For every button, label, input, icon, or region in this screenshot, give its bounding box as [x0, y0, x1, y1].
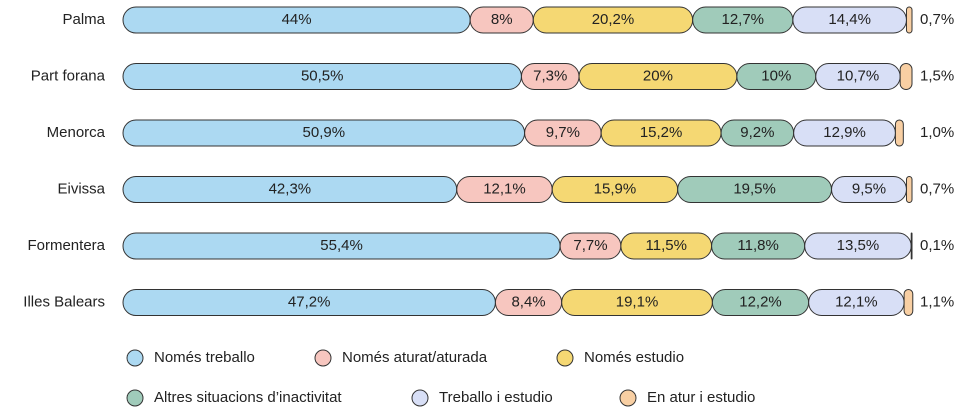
legend-label: Només aturat/aturada [342, 349, 488, 366]
category-label: Palma [62, 11, 105, 28]
value-label: 47,2% [288, 293, 331, 310]
value-label: 8% [491, 11, 513, 28]
category-label: Illes Balears [23, 293, 105, 310]
value-label: 11,8% [737, 237, 778, 254]
legend-swatch [619, 389, 637, 407]
value-label: 20,2% [592, 11, 635, 28]
bar-segment [905, 176, 913, 203]
value-label: 55,4% [320, 237, 363, 254]
value-label: 11,5% [646, 237, 687, 254]
legend-label: Només estudio [584, 349, 684, 366]
value-label: 12,7% [721, 11, 764, 28]
category-label: Menorca [47, 124, 106, 141]
value-label: 9,7% [546, 124, 580, 141]
legend-swatch [126, 349, 144, 367]
legend-label: En atur i estudio [647, 389, 755, 406]
bar-segment [899, 63, 913, 90]
value-label: 15,2% [640, 124, 683, 141]
value-label: 42,3% [269, 180, 312, 197]
value-label: 19,5% [733, 180, 776, 197]
value-label: 19,1% [616, 293, 659, 310]
value-label: 12,2% [739, 293, 782, 310]
value-label: 9,5% [852, 180, 886, 197]
category-label: Eivissa [57, 180, 105, 197]
value-label: 10% [761, 67, 791, 84]
legend-swatch [411, 389, 429, 407]
value-label: 1,5% [920, 67, 954, 84]
value-label: 12,9% [823, 124, 866, 141]
value-label: 14,4% [828, 11, 871, 28]
legend-label: Només treballo [154, 349, 255, 366]
category-label: Part forana [31, 67, 106, 84]
value-label: 50,5% [301, 67, 344, 84]
bar-segment [903, 289, 914, 316]
value-label: 7,3% [533, 67, 567, 84]
legend-swatch [556, 349, 574, 367]
value-label: 44% [282, 11, 312, 28]
legend-label: Treballo i estudio [439, 389, 553, 406]
value-label: 7,7% [573, 237, 607, 254]
bar-segment [910, 232, 913, 260]
value-label: 12,1% [835, 293, 878, 310]
value-label: 8,4% [511, 293, 545, 310]
bar-segment [905, 6, 913, 34]
category-label: Formentera [27, 237, 105, 254]
value-label: 50,9% [303, 124, 346, 141]
legend-swatch [314, 349, 332, 367]
value-label: 0,7% [920, 180, 954, 197]
value-label: 1,1% [920, 293, 954, 310]
legend-label: Altres situacions d’inactivitat [154, 389, 342, 406]
legend-swatch [126, 389, 144, 407]
value-label: 13,5% [837, 237, 880, 254]
value-label: 15,9% [594, 180, 637, 197]
bar-segment [894, 119, 904, 147]
value-label: 0,7% [920, 11, 954, 28]
value-label: 9,2% [740, 124, 774, 141]
value-label: 10,7% [837, 67, 880, 84]
value-label: 1,0% [920, 124, 954, 141]
value-label: 20% [643, 67, 673, 84]
value-label: 0,1% [920, 237, 954, 254]
value-label: 12,1% [483, 180, 526, 197]
